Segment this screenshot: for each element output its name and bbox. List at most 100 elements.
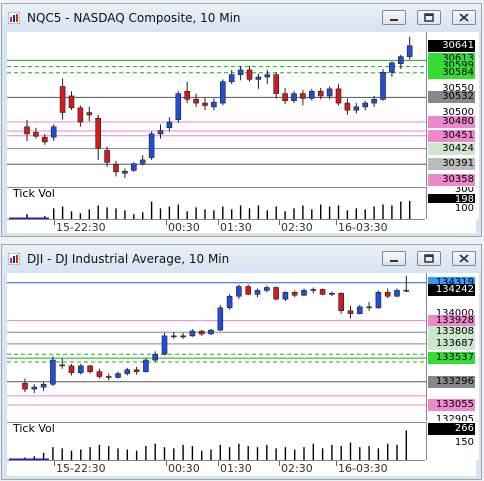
- candle: [301, 290, 307, 296]
- candle: [263, 287, 270, 291]
- price-label: 30584: [428, 66, 475, 79]
- time-axis: 15-22:30 00:30 01:30 02:30 16-03:30: [7, 460, 425, 475]
- volume-label: 150: [428, 436, 475, 449]
- price-label: 133537: [428, 352, 475, 365]
- volume-label: 300: [428, 187, 475, 196]
- candle: [255, 76, 262, 80]
- price-plot[interactable]: [7, 32, 426, 186]
- time-tick: [166, 220, 167, 225]
- candle: [347, 310, 354, 314]
- candle: [131, 163, 137, 171]
- candle: [217, 307, 224, 331]
- candle: [211, 101, 217, 108]
- candle: [104, 150, 110, 163]
- price-label: 30391: [428, 158, 475, 171]
- time-label: 16-03:30: [338, 462, 388, 475]
- price-label: 133687: [428, 337, 475, 350]
- chart-window-nasdaq: NQC5 - NASDAQ Composite, 10 Min 30641 306…: [1, 3, 482, 237]
- price-label: 133055: [428, 399, 475, 412]
- candle: [124, 369, 131, 374]
- price-label: 133296: [428, 375, 475, 388]
- time-label: 00:30: [168, 462, 200, 475]
- time-tick: [336, 220, 337, 225]
- candle: [198, 330, 205, 335]
- candle: [122, 171, 128, 174]
- candle: [264, 74, 271, 78]
- candle: [291, 93, 297, 102]
- candle: [50, 126, 57, 138]
- candle: [319, 289, 326, 295]
- time-tick: [279, 461, 280, 466]
- volume-scale: 266 150: [426, 422, 479, 460]
- close-button[interactable]: [452, 251, 476, 266]
- price-label: 30641: [428, 39, 475, 52]
- candle: [406, 45, 413, 57]
- candle: [356, 306, 363, 314]
- maximize-button[interactable]: [417, 10, 441, 25]
- price-label: 134242: [428, 284, 475, 297]
- candle: [208, 329, 214, 335]
- candle: [171, 335, 177, 338]
- candle: [33, 132, 39, 137]
- minimize-button[interactable]: [382, 251, 406, 266]
- window-titlebar[interactable]: DJI - DJ Industrial Average, 10 Min: [2, 245, 481, 273]
- time-label: 02:30: [281, 462, 313, 475]
- volume-label: 100: [428, 203, 475, 216]
- candle: [228, 74, 235, 83]
- price-label: 133928: [428, 314, 475, 327]
- candle: [282, 93, 288, 102]
- candle: [59, 86, 66, 113]
- time-tick: [336, 461, 337, 466]
- time-label: 00:30: [168, 221, 200, 234]
- candle: [220, 81, 226, 104]
- volume-plot: [7, 187, 426, 220]
- price-label: 30451: [428, 129, 475, 142]
- price-label: 30424: [428, 142, 475, 155]
- candle: [335, 88, 342, 104]
- minimize-button[interactable]: [382, 10, 406, 25]
- candle: [300, 93, 306, 99]
- volume-label: 198: [428, 193, 475, 206]
- price-label: 133808: [428, 326, 475, 339]
- price-scale[interactable]: 30641 30613 30599 30584 30550 30532 30500 30480…: [426, 32, 479, 186]
- time-label: 15-22:30: [56, 462, 106, 475]
- candle: [273, 74, 280, 94]
- maximize-button[interactable]: [417, 251, 441, 266]
- chart-area[interactable]: 30641 30613 30599 30584 30550 30532 30500 30480…: [7, 32, 479, 234]
- candle: [245, 286, 251, 295]
- candle: [113, 164, 119, 173]
- candle: [143, 359, 149, 372]
- candle: [403, 289, 410, 292]
- candle: [40, 383, 47, 388]
- time-label: 15-22:30: [56, 221, 106, 234]
- time-label: 01:30: [220, 462, 252, 475]
- candle: [50, 359, 56, 385]
- time-tick: [166, 461, 167, 466]
- candle: [344, 102, 351, 111]
- candle: [291, 292, 298, 296]
- maximize-icon: [424, 13, 434, 22]
- window-title: DJI - DJ Industrial Average, 10 Min: [27, 252, 230, 266]
- candle: [326, 88, 333, 97]
- candle: [157, 130, 164, 135]
- candle: [189, 330, 196, 337]
- candle: [394, 290, 400, 297]
- window-titlebar[interactable]: NQC5 - NASDAQ Composite, 10 Min: [2, 4, 481, 32]
- close-button[interactable]: [452, 10, 476, 25]
- chart-area[interactable]: 134319 134242 134000 133928 133808 133687 1335…: [7, 273, 479, 476]
- candle: [317, 90, 324, 97]
- volume-plot: [7, 422, 426, 461]
- volume-pane-label: Tick Vol: [13, 187, 55, 200]
- price-plot[interactable]: [7, 273, 426, 421]
- candle: [371, 98, 377, 104]
- candle: [133, 369, 140, 372]
- time-label: 01:30: [220, 221, 252, 234]
- candle: [161, 335, 168, 355]
- candle: [353, 106, 360, 111]
- price-label: 30532: [428, 91, 475, 104]
- candle: [380, 71, 386, 100]
- candle: [180, 335, 186, 338]
- price-scale[interactable]: 134319 134242 134000 133928 133808 133687 1335…: [426, 273, 479, 421]
- candle: [139, 159, 146, 164]
- candle: [236, 286, 242, 297]
